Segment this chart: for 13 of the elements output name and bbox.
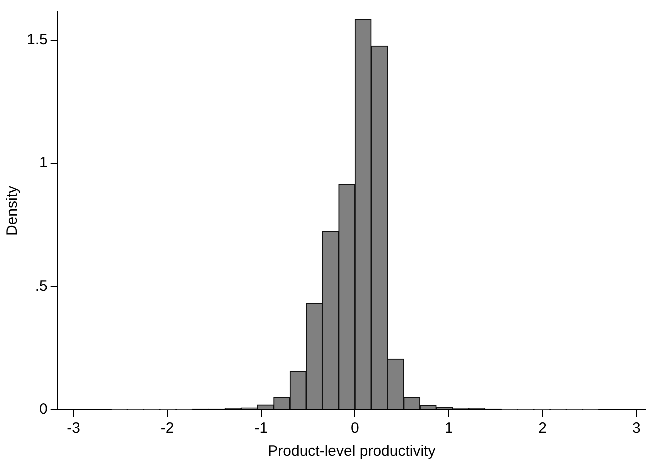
x-tick-label: -2: [160, 420, 174, 438]
y-tick-label: 1.5: [26, 31, 48, 48]
x-tick-label: 3: [632, 420, 641, 438]
x-axis-title: Product-level productivity: [268, 443, 436, 460]
y-tick-label: 0: [40, 401, 48, 418]
x-tick-label: -3: [67, 420, 80, 438]
y-tick-label: 1: [40, 154, 48, 172]
x-tick-label: -1: [254, 420, 268, 438]
y-axis-title: Density: [4, 186, 22, 236]
x-tick-label: 2: [538, 420, 547, 438]
y-tick-label: .5: [35, 278, 48, 295]
x-tick-label: 1: [444, 420, 454, 438]
x-tick-label: 0: [351, 420, 360, 438]
